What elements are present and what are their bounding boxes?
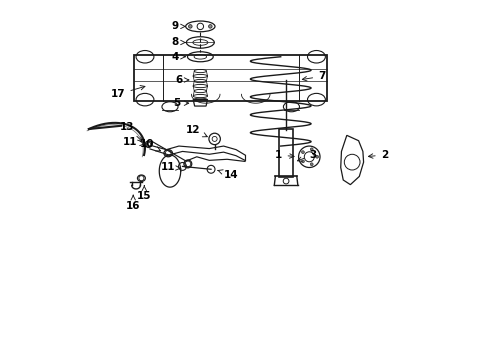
Circle shape [189, 24, 192, 28]
Text: 4: 4 [172, 52, 185, 62]
Text: 2: 2 [368, 150, 388, 160]
Text: 1: 1 [275, 150, 294, 160]
Text: 3: 3 [297, 150, 317, 161]
Text: 11: 11 [122, 138, 145, 148]
Circle shape [310, 148, 313, 151]
Circle shape [301, 151, 304, 154]
Text: 16: 16 [126, 195, 141, 211]
Circle shape [209, 24, 212, 28]
Circle shape [301, 160, 304, 163]
Text: 9: 9 [172, 21, 185, 31]
Circle shape [310, 163, 313, 166]
Text: 15: 15 [137, 185, 151, 201]
Text: 6: 6 [175, 75, 189, 85]
Text: 14: 14 [218, 170, 238, 180]
Text: 10: 10 [140, 139, 161, 151]
Text: 17: 17 [111, 86, 145, 99]
Text: 12: 12 [186, 125, 207, 137]
Text: 7: 7 [302, 71, 325, 81]
Text: 5: 5 [173, 98, 189, 108]
Text: 8: 8 [172, 37, 185, 48]
Text: 13: 13 [120, 122, 142, 142]
Text: 11: 11 [161, 162, 181, 172]
Circle shape [316, 156, 318, 158]
